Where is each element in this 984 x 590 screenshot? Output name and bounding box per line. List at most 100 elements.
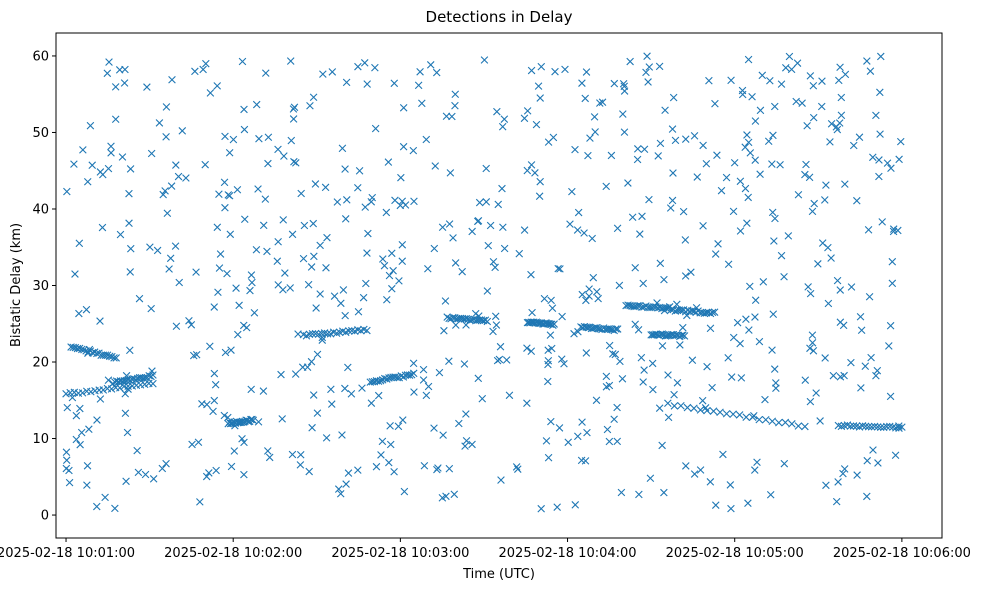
detection-marker bbox=[62, 456, 71, 465]
detection-marker bbox=[141, 470, 150, 479]
detection-marker bbox=[354, 307, 363, 316]
detection-marker bbox=[221, 348, 230, 357]
detection-marker bbox=[450, 490, 459, 499]
detection-marker bbox=[240, 105, 248, 114]
detection-marker bbox=[367, 197, 376, 206]
detection-marker bbox=[745, 326, 753, 334]
detection-marker bbox=[458, 267, 466, 276]
detection-marker bbox=[687, 268, 695, 277]
detection-marker bbox=[528, 308, 536, 317]
detection-marker bbox=[338, 431, 346, 439]
detection-marker bbox=[628, 213, 637, 222]
track-detection-marker bbox=[781, 418, 790, 427]
detection-marker bbox=[571, 145, 579, 154]
detection-marker bbox=[590, 113, 599, 121]
detection-marker bbox=[708, 383, 716, 392]
detection-marker bbox=[484, 241, 493, 250]
detection-marker bbox=[568, 187, 576, 196]
y-tick-label: 10 bbox=[32, 432, 49, 447]
detection-marker bbox=[666, 204, 675, 212]
detection-marker bbox=[83, 461, 92, 470]
detection-marker bbox=[573, 226, 582, 234]
detection-marker bbox=[863, 57, 871, 65]
detection-marker bbox=[75, 309, 83, 318]
detection-marker bbox=[238, 434, 246, 443]
detection-marker bbox=[104, 164, 113, 173]
detection-marker bbox=[733, 318, 742, 327]
detection-marker bbox=[857, 384, 865, 392]
detection-marker bbox=[822, 481, 830, 490]
detection-marker bbox=[478, 394, 487, 403]
detection-marker bbox=[766, 76, 774, 85]
detection-marker bbox=[776, 160, 784, 169]
track-detection-marker bbox=[93, 349, 101, 358]
detection-marker bbox=[254, 418, 263, 426]
detection-marker bbox=[671, 136, 680, 145]
detection-marker bbox=[768, 346, 776, 354]
detection-marker bbox=[580, 229, 588, 237]
detection-marker bbox=[642, 68, 650, 77]
track-detection-marker bbox=[550, 320, 558, 328]
detection-marker bbox=[311, 180, 320, 188]
detection-marker bbox=[664, 371, 672, 379]
detection-marker bbox=[640, 366, 648, 374]
detection-marker bbox=[560, 359, 568, 368]
detection-marker bbox=[891, 451, 900, 460]
detection-marker bbox=[523, 166, 532, 175]
detection-marker bbox=[358, 384, 366, 392]
detection-marker bbox=[389, 266, 397, 275]
detection-marker bbox=[63, 403, 72, 412]
detection-marker bbox=[626, 57, 634, 66]
detection-marker bbox=[380, 261, 389, 270]
detection-marker bbox=[229, 135, 238, 144]
detection-marker bbox=[536, 94, 545, 102]
detection-marker bbox=[171, 242, 180, 250]
detection-marker bbox=[605, 437, 614, 446]
track-detection-marker bbox=[376, 376, 385, 385]
track-detection-marker bbox=[664, 399, 672, 408]
detection-marker bbox=[388, 249, 396, 258]
detection-marker bbox=[296, 450, 305, 459]
detection-marker bbox=[153, 246, 162, 255]
detection-marker bbox=[316, 241, 324, 250]
detection-marker bbox=[398, 257, 407, 265]
detection-marker bbox=[616, 357, 624, 366]
detection-marker bbox=[265, 453, 274, 462]
track-detection-marker bbox=[662, 304, 670, 312]
detection-marker bbox=[836, 318, 845, 327]
track-detection-marker bbox=[663, 331, 671, 340]
detection-marker bbox=[205, 469, 213, 477]
detection-marker bbox=[342, 78, 351, 87]
detection-marker bbox=[688, 356, 697, 364]
detection-marker bbox=[338, 144, 347, 153]
detection-marker bbox=[362, 279, 370, 288]
detection-marker bbox=[111, 115, 120, 124]
detection-marker bbox=[744, 55, 753, 64]
detection-marker bbox=[661, 106, 669, 115]
detection-marker bbox=[821, 354, 829, 362]
track-detection-marker bbox=[690, 404, 698, 413]
detection-marker bbox=[872, 371, 880, 380]
track-detection-marker bbox=[393, 373, 401, 382]
detection-marker bbox=[886, 392, 895, 401]
track-detection-marker bbox=[876, 423, 885, 432]
detection-marker bbox=[885, 342, 893, 350]
detection-marker bbox=[693, 173, 702, 181]
detection-marker bbox=[801, 376, 810, 384]
detection-marker bbox=[809, 81, 818, 90]
detection-marker bbox=[341, 165, 349, 173]
detection-marker bbox=[460, 360, 469, 368]
detection-marker bbox=[233, 185, 242, 194]
track-detection-marker bbox=[670, 402, 679, 410]
detection-marker bbox=[873, 366, 882, 375]
detection-marker bbox=[399, 104, 408, 112]
detection-marker bbox=[804, 283, 812, 291]
detection-marker bbox=[455, 419, 463, 428]
x-axis: 2025-02-18 10:01:00 2025-02-18 10:02:00 20… bbox=[0, 538, 971, 561]
detection-marker bbox=[679, 207, 688, 216]
track-detection-marker bbox=[683, 403, 692, 412]
track-detection-marker bbox=[768, 417, 777, 426]
detection-marker bbox=[746, 282, 754, 291]
track-detection-marker bbox=[116, 384, 124, 392]
detection-marker bbox=[785, 52, 794, 61]
